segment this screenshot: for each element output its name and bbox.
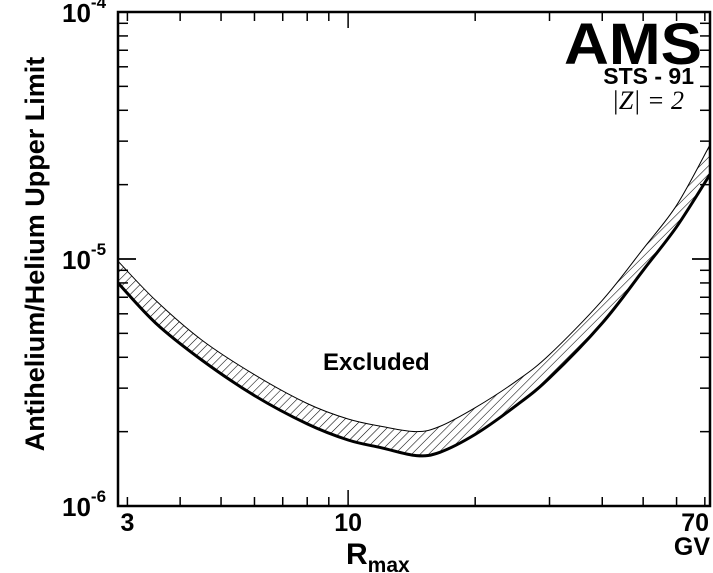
y-tick-label: 10-6: [62, 487, 106, 522]
ams-logo: AMS: [564, 12, 702, 77]
mission-label: STS - 91: [603, 63, 694, 89]
upper-limit-curve: [118, 173, 710, 458]
charge-label: |Z| = 2: [612, 86, 684, 115]
excluded-region-label: Excluded: [323, 349, 430, 376]
x-axis-unit: GV: [674, 533, 710, 561]
y-axis-label: Antihelium/Helium Upper Limit: [20, 57, 50, 452]
band-upper-edge: [118, 144, 710, 433]
y-tick-label: 10-5: [62, 240, 106, 275]
x-axis-label: Rmax: [346, 538, 410, 573]
y-tick-label: 10-4: [62, 0, 107, 28]
x-tick-label: 10: [334, 509, 362, 537]
x-tick-label: 70: [681, 509, 709, 537]
x-tick-label: 3: [120, 509, 134, 537]
x-axis-label-subscript: max: [368, 554, 410, 573]
